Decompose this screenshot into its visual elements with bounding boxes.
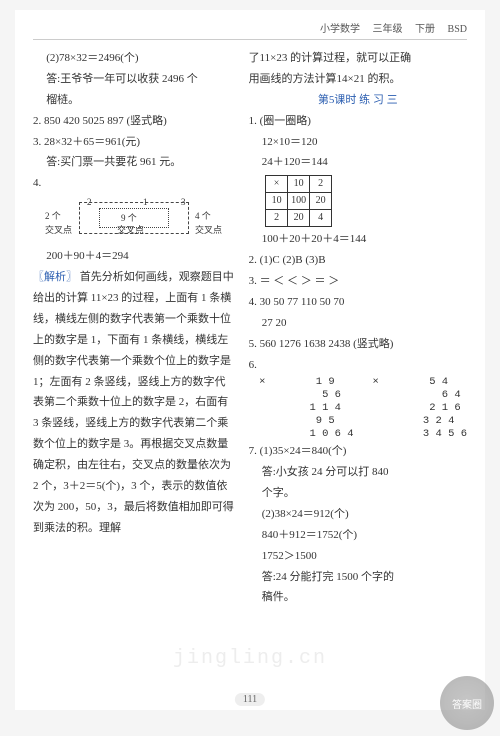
columns: (2)78×32＝2496(个) 答:王爷爷一年可以收获 2496 个 榴梿。 … [33, 48, 467, 608]
dlab: 交叉点 [45, 222, 72, 239]
cell: 2 [266, 210, 288, 227]
q4a: 4. 30 50 77 110 50 70 [249, 292, 467, 313]
q7a: 7. (1)35×24＝840(个) [249, 441, 467, 462]
q7b2: 840＋912＝1752(个) [249, 525, 467, 546]
q7b5: 稿件。 [249, 587, 467, 608]
dlab: 交叉点 [195, 222, 222, 239]
faint-watermark: jingling.cn [173, 647, 327, 670]
circle-watermark: 答案圈 [440, 676, 494, 730]
watermark-text: 答案圈 [452, 696, 482, 711]
page-number: 111 [235, 693, 265, 706]
cell: × [266, 176, 288, 193]
q4: 4. [33, 173, 235, 194]
cell: 4 [310, 210, 332, 227]
line: 答:王爷爷一年可以收获 2496 个 [33, 69, 235, 90]
q1a: 12×10＝120 [249, 132, 467, 153]
table-row: 10 100 20 [266, 193, 332, 210]
explain: 〖解析〗 首先分析如何画线，观察题目中给出的计算 11×23 的过程，上面有 1… [33, 267, 235, 539]
q1b: 24＋120＝144 [249, 152, 467, 173]
cell: 20 [288, 210, 310, 227]
eq: 200＋90＋4＝294 [33, 246, 235, 267]
q3a: 3. 28×32＋65＝961(元) [33, 132, 235, 153]
header-edition: BSD [448, 24, 467, 35]
q4b: 27 20 [249, 313, 467, 334]
vertical-mult: × 1 9 × 5 4 5 6 6 4 1 1 4 2 1 6 9 5 3 2 … [259, 376, 467, 442]
explain-body: 首先分析如何画线，观察题目中给出的计算 11×23 的过程，上面有 1 条横线，… [33, 271, 234, 534]
section-title: 第5课时 练 习 三 [249, 90, 467, 111]
q2: 2. 850 420 5025 897 (竖式略) [33, 111, 235, 132]
cross-diagram: 2 1 3 2 个 交叉点 9 个 交叉点 4 个 交叉点 [45, 196, 225, 244]
left-column: (2)78×32＝2496(个) 答:王爷爷一年可以收获 2496 个 榴梿。 … [33, 48, 235, 608]
q7a3: 个字。 [249, 483, 467, 504]
q1c: 100＋20＋20＋4＝144 [249, 229, 467, 250]
header-subject: 小学数学 [320, 24, 360, 35]
q1: 1. (圈一圈略) [249, 111, 467, 132]
page-header: 小学数学 三年级 下册 BSD [33, 20, 467, 40]
header-volume: 下册 [415, 24, 435, 35]
q7b4: 答:24 分能打完 1500 个字的 [249, 567, 467, 588]
header-grade: 三年级 [373, 24, 403, 35]
r0b: 用画线的方法计算14×21 的积。 [249, 69, 467, 90]
cell: 100 [288, 193, 310, 210]
mult-table: × 10 2 10 100 20 2 20 4 [265, 175, 332, 227]
q7a2: 答:小女孩 24 分可以打 840 [249, 462, 467, 483]
table-row: 2 20 4 [266, 210, 332, 227]
q7b: (2)38×24＝912(个) [249, 504, 467, 525]
page: 小学数学 三年级 下册 BSD (2)78×32＝2496(个) 答:王爷爷一年… [15, 10, 485, 710]
table-row: × 10 2 [266, 176, 332, 193]
q7b3: 1752＞1500 [249, 546, 467, 567]
line: (2)78×32＝2496(个) [33, 48, 235, 69]
cell: 20 [310, 193, 332, 210]
r0a: 了11×23 的计算过程，就可以正确 [249, 48, 467, 69]
cell: 10 [288, 176, 310, 193]
dlab: 交叉点 [117, 222, 144, 239]
right-column: 了11×23 的计算过程，就可以正确 用画线的方法计算14×21 的积。 第5课… [249, 48, 467, 608]
cell: 2 [310, 176, 332, 193]
cell: 10 [266, 193, 288, 210]
q2: 2. (1)C (2)B (3)B [249, 250, 467, 271]
q5: 5. 560 1276 1638 2438 (竖式略) [249, 334, 467, 355]
q3b: 答:买门票一共要花 961 元。 [33, 152, 235, 173]
q3: 3. ＝ ＜ ＜ ＞ ＝ ＞ [249, 271, 467, 292]
q6: 6. [249, 355, 467, 376]
explain-title: 〖解析〗 [33, 271, 77, 283]
line: 榴梿。 [33, 90, 235, 111]
